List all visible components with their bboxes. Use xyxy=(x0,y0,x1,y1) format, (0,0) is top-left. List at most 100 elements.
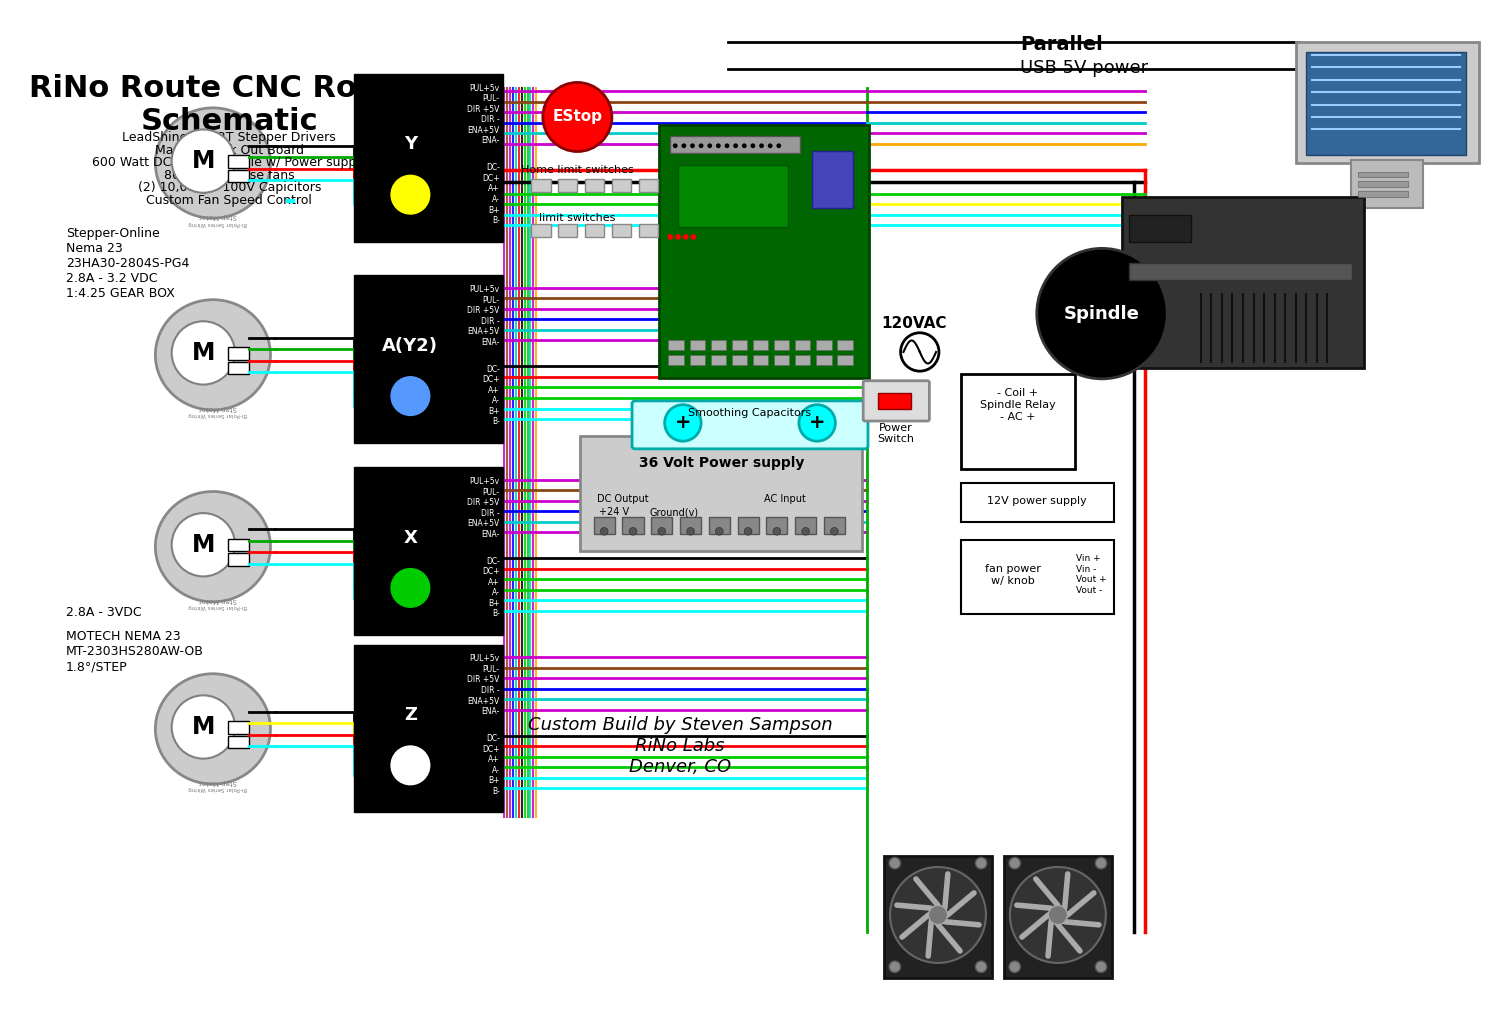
Circle shape xyxy=(976,858,988,869)
Text: PUL-: PUL- xyxy=(483,488,500,497)
Text: B+: B+ xyxy=(488,407,500,415)
FancyBboxPatch shape xyxy=(1358,191,1408,197)
Text: M: M xyxy=(192,341,215,365)
Circle shape xyxy=(889,961,901,972)
Text: A+: A+ xyxy=(488,577,500,587)
FancyBboxPatch shape xyxy=(961,484,1114,522)
Text: DIR -: DIR - xyxy=(480,317,500,326)
FancyBboxPatch shape xyxy=(796,517,817,534)
FancyBboxPatch shape xyxy=(228,362,249,374)
Text: Power
Switch: Power Switch xyxy=(877,423,914,444)
Text: A+: A+ xyxy=(488,755,500,764)
Circle shape xyxy=(171,513,236,576)
Circle shape xyxy=(392,175,429,214)
Text: fan power
w/ knob: fan power w/ knob xyxy=(985,564,1040,586)
Circle shape xyxy=(392,568,429,607)
Text: ENA-: ENA- xyxy=(482,136,500,145)
FancyBboxPatch shape xyxy=(884,857,992,978)
Text: DC+: DC+ xyxy=(482,174,500,182)
Text: LeadShine M542T Stepper Drivers: LeadShine M542T Stepper Drivers xyxy=(123,131,336,144)
Text: Z: Z xyxy=(404,706,417,724)
FancyBboxPatch shape xyxy=(639,225,657,237)
Text: PUL-: PUL- xyxy=(483,296,500,305)
Text: A+: A+ xyxy=(488,185,500,194)
Text: DIR +5V: DIR +5V xyxy=(467,675,500,685)
FancyBboxPatch shape xyxy=(1129,214,1192,241)
Text: A-: A- xyxy=(492,766,500,774)
Text: DC+: DC+ xyxy=(482,375,500,385)
Circle shape xyxy=(716,143,720,148)
FancyBboxPatch shape xyxy=(1358,171,1408,177)
Text: DIR +5V: DIR +5V xyxy=(467,306,500,315)
Text: Parallel: Parallel xyxy=(1021,35,1103,55)
Text: 600 Watt DC Brush Spindle w/ Power supply: 600 Watt DC Brush Spindle w/ Power suppl… xyxy=(92,157,366,169)
FancyBboxPatch shape xyxy=(632,401,868,448)
FancyBboxPatch shape xyxy=(558,225,578,237)
FancyBboxPatch shape xyxy=(775,355,790,365)
Circle shape xyxy=(929,905,947,925)
FancyBboxPatch shape xyxy=(531,225,551,237)
Circle shape xyxy=(773,528,781,535)
Circle shape xyxy=(600,528,608,535)
Text: B+: B+ xyxy=(488,599,500,607)
Text: ENA+5V: ENA+5V xyxy=(467,327,500,336)
FancyBboxPatch shape xyxy=(354,275,503,443)
FancyBboxPatch shape xyxy=(228,156,249,168)
Circle shape xyxy=(171,322,236,385)
Circle shape xyxy=(1037,248,1168,378)
Circle shape xyxy=(668,234,674,240)
Text: DC+: DC+ xyxy=(482,744,500,754)
Text: DC Output: DC Output xyxy=(596,494,648,504)
Text: A-: A- xyxy=(492,589,500,597)
Text: DC+: DC+ xyxy=(482,567,500,576)
FancyBboxPatch shape xyxy=(623,517,644,534)
FancyBboxPatch shape xyxy=(838,339,853,351)
Circle shape xyxy=(1009,858,1021,869)
FancyBboxPatch shape xyxy=(612,179,630,192)
Text: PUL+5v: PUL+5v xyxy=(470,655,500,663)
Circle shape xyxy=(665,405,701,441)
Text: B+: B+ xyxy=(488,205,500,214)
FancyBboxPatch shape xyxy=(732,355,747,365)
Text: Y: Y xyxy=(404,135,417,154)
Text: DC-: DC- xyxy=(486,734,500,743)
Circle shape xyxy=(672,143,677,148)
Text: Custom Fan Speed Control: Custom Fan Speed Control xyxy=(146,194,312,207)
FancyBboxPatch shape xyxy=(1004,857,1112,978)
Text: A+: A+ xyxy=(488,386,500,395)
Text: DIR -: DIR - xyxy=(480,686,500,695)
Text: DC-: DC- xyxy=(486,163,500,172)
Circle shape xyxy=(392,746,429,785)
Text: Bi-Polar Series Wiring: Bi-Polar Series Wiring xyxy=(188,787,248,792)
Text: PUL+5v: PUL+5v xyxy=(470,286,500,294)
FancyBboxPatch shape xyxy=(817,339,832,351)
Circle shape xyxy=(760,143,764,148)
FancyBboxPatch shape xyxy=(1123,197,1364,368)
Text: ENA-: ENA- xyxy=(482,338,500,346)
Ellipse shape xyxy=(156,300,270,410)
Circle shape xyxy=(776,143,781,148)
Circle shape xyxy=(830,528,838,535)
Text: Smoothing Capacitors: Smoothing Capacitors xyxy=(689,407,812,418)
FancyBboxPatch shape xyxy=(558,179,578,192)
Text: Step Motor: Step Motor xyxy=(198,405,237,410)
Text: B+: B+ xyxy=(488,776,500,786)
Circle shape xyxy=(392,376,429,415)
Text: +: + xyxy=(809,413,826,432)
Circle shape xyxy=(675,234,681,240)
FancyBboxPatch shape xyxy=(824,517,845,534)
FancyBboxPatch shape xyxy=(680,517,701,534)
FancyBboxPatch shape xyxy=(228,170,249,182)
Circle shape xyxy=(657,528,665,535)
FancyBboxPatch shape xyxy=(1295,42,1478,163)
Circle shape xyxy=(741,143,746,148)
FancyBboxPatch shape xyxy=(1351,160,1423,208)
FancyBboxPatch shape xyxy=(659,125,869,378)
Text: DC-: DC- xyxy=(486,365,500,373)
Text: EStop: EStop xyxy=(552,109,602,125)
Text: Ground(v): Ground(v) xyxy=(650,507,698,518)
FancyBboxPatch shape xyxy=(678,165,788,227)
Text: Vin +
Vin -
Vout +
Vout -: Vin + Vin - Vout + Vout - xyxy=(1076,555,1106,595)
Circle shape xyxy=(890,867,986,963)
Text: 120VAC: 120VAC xyxy=(881,317,947,332)
